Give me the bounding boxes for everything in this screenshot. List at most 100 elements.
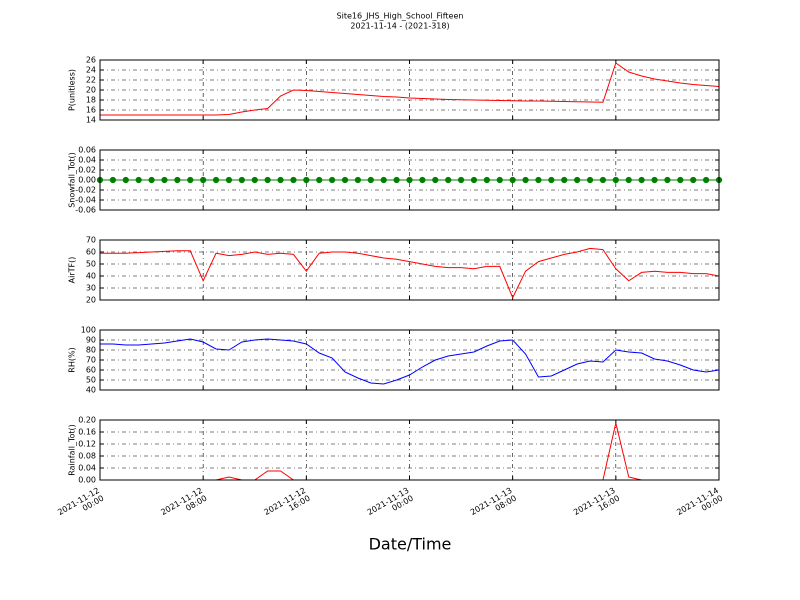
y-tick-label: 0.02 [78,166,96,175]
y-tick-label: 0.04 [78,156,96,165]
y-tick-label: 80 [86,346,96,355]
data-point [316,176,323,184]
data-point [586,176,594,184]
data-point [445,176,452,184]
x-tick-label: 2021-11-1216:00 [263,486,312,525]
y-tick-label: 24 [86,66,96,75]
data-point [522,176,529,184]
y-tick-label: -0.06 [75,206,96,215]
y-tick-label: 22 [86,76,96,85]
y-tick-label: 26 [86,56,96,65]
data-point [561,176,568,184]
data-point [638,176,645,184]
data-point [341,176,349,184]
y-tick-label: 0.12 [78,440,96,449]
y-tick-label: 14 [86,116,96,125]
x-axis-label: Date/Time [369,535,452,554]
data-point [277,176,284,184]
y-tick-label: 50 [86,376,96,385]
data-point [264,176,271,184]
y-tick-label: 70 [86,356,96,365]
y-axis-label: AirTF() [68,257,77,284]
data-point [677,176,684,184]
chart-title: Site16_JHS_High_School_Fifteen [337,12,464,21]
y-tick-label: 0.00 [78,176,96,185]
y-tick-label: 30 [86,284,96,293]
x-tick-label: 2021-11-1400:00 [675,486,724,525]
data-point [690,176,697,184]
x-tick-label: 2021-11-1308:00 [469,486,518,525]
data-point [625,176,632,184]
data-point [174,176,181,184]
y-tick-label: 20 [86,296,96,305]
y-axis-label: Snowfall_Tot() [68,152,77,208]
data-point [367,176,374,184]
y-tick-label: -0.02 [75,186,96,195]
data-point [212,176,220,184]
x-tick-label: 2021-11-1300:00 [366,486,415,525]
data-point [109,176,116,184]
data-point [303,176,310,184]
data-point [419,176,426,184]
data-point [238,176,245,184]
x-tick-label: 2021-11-1316:00 [572,486,621,525]
data-point [135,176,142,184]
y-tick-label: 60 [86,248,96,257]
data-point [664,176,671,184]
data-point [122,176,129,184]
data-point [354,176,362,184]
plot-frame [99,419,720,481]
data-point [548,176,555,184]
y-tick-label: 70 [86,236,96,245]
y-tick-label: 40 [86,272,96,281]
y-tick-label: 60 [86,366,96,375]
plot-frame [99,239,720,301]
data-point [535,176,542,184]
data-point [406,176,413,184]
data-point [225,176,233,184]
chart-subtitle: 2021-11-14 - (2021-318) [350,22,449,31]
y-tick-label: 0.06 [78,146,96,155]
y-tick-label: 0.20 [78,416,96,425]
data-point [457,176,465,184]
data-point [574,176,581,184]
data-point [329,176,336,184]
data-point [432,176,439,184]
data-point [470,176,478,184]
y-tick-label: 0.16 [78,428,96,437]
data-line [100,247,720,299]
data-point [148,176,155,184]
x-tick-label: 2021-11-1208:00 [159,486,208,525]
x-tick-label: 2021-11-1200:00 [56,486,105,525]
y-tick-label: 40 [86,386,96,395]
y-tick-label: 20 [86,86,96,95]
y-tick-label: 0.00 [78,476,96,485]
y-axis-label: P(unitless) [68,69,77,111]
data-point [496,176,503,184]
plot-frame [99,59,720,121]
data-point [200,176,207,184]
data-point [161,176,168,184]
data-line [100,62,720,116]
y-axis-label: RH(%) [68,347,77,372]
y-tick-label: 0.04 [78,464,96,473]
y-tick-label: 0.08 [78,452,96,461]
data-point [393,176,400,184]
data-point [509,176,516,184]
data-point [187,176,194,184]
plot-frame [99,149,720,211]
y-tick-label: 50 [86,260,96,269]
data-point [651,176,658,184]
y-tick-label: 18 [86,96,96,105]
data-line [100,338,720,385]
y-tick-label: 100 [81,326,96,335]
data-point [290,176,297,184]
data-point [599,176,607,184]
y-tick-label: -0.04 [75,196,96,205]
y-axis-label: Rainfall_Tot() [68,424,77,476]
y-tick-label: 16 [86,106,96,115]
data-point [483,176,490,184]
data-point [612,176,619,184]
plot-frame [99,329,720,391]
